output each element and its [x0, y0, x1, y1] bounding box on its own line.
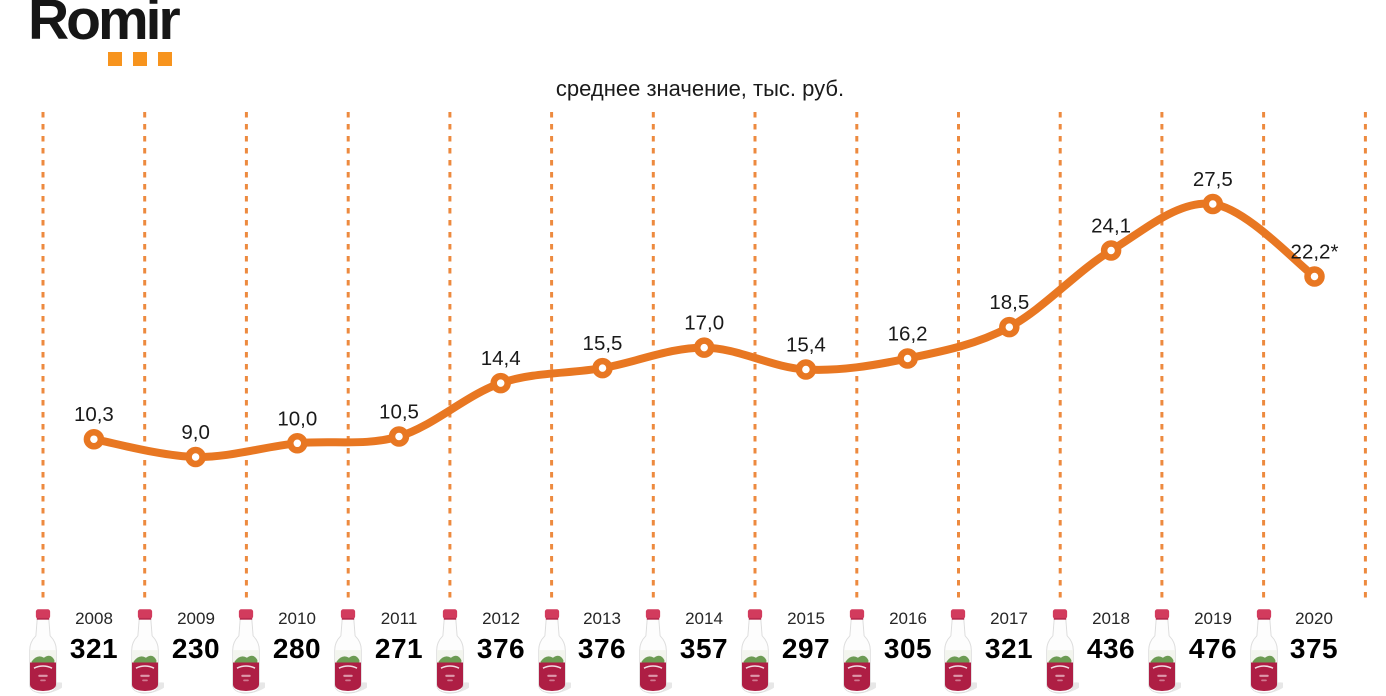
logo-dot	[133, 52, 147, 66]
data-point-marker	[693, 337, 715, 358]
bottom-value: 271	[374, 633, 424, 664]
milk-bottle-icon	[843, 609, 876, 694]
milk-bottle-icon	[1046, 609, 1079, 694]
bottom-value: 376	[476, 633, 526, 664]
data-point-label: 10,3	[74, 403, 114, 426]
data-point-label: 15,5	[583, 332, 623, 355]
data-point-marker	[1100, 240, 1122, 261]
milk-bottle-icon	[1250, 609, 1283, 694]
year-label: 2019	[1194, 609, 1232, 628]
logo-dot	[158, 52, 172, 66]
data-point-label: 14,4	[481, 347, 521, 370]
data-point-label: 22,2*	[1291, 241, 1339, 264]
data-point-marker	[592, 357, 613, 379]
data-point-label: 16,2	[888, 323, 928, 346]
milk-bottle-icon	[131, 609, 164, 694]
data-point-marker	[999, 316, 1020, 338]
year-label: 2020	[1295, 609, 1333, 628]
bottom-value: 297	[781, 633, 831, 664]
data-point-marker	[1202, 193, 1224, 215]
year-label: 2017	[990, 609, 1028, 628]
bottom-value: 321	[984, 633, 1034, 664]
year-label: 2014	[685, 609, 723, 628]
milk-bottle-icon	[639, 609, 672, 694]
data-point-label: 18,5	[989, 291, 1029, 314]
bottom-value: 321	[69, 633, 119, 664]
milk-bottle-icon	[232, 609, 265, 694]
data-point-marker	[287, 433, 308, 454]
data-point-label: 27,5	[1193, 168, 1233, 191]
year-label: 2010	[278, 609, 316, 628]
data-point-label: 10,0	[277, 407, 317, 430]
milk-bottle-icon	[1148, 609, 1181, 694]
bottom-value: 230	[171, 633, 221, 664]
year-label: 2008	[75, 609, 113, 628]
year-label: 2013	[583, 609, 621, 628]
logo-dots	[108, 52, 172, 66]
bottom-value: 375	[1289, 633, 1339, 664]
data-point-label: 15,4	[786, 334, 826, 357]
logo-dot	[108, 52, 122, 66]
bottom-value: 305	[883, 633, 933, 664]
year-label: 2016	[889, 609, 927, 628]
bottom-value: 376	[577, 633, 627, 664]
year-label: 2015	[787, 609, 825, 628]
year-label: 2012	[482, 609, 520, 628]
data-point-marker	[897, 348, 918, 369]
data-point-marker	[795, 359, 817, 380]
data-point-marker	[185, 446, 206, 468]
data-point-marker	[83, 428, 105, 450]
data-point-marker	[1304, 266, 1325, 287]
milk-bottle-icon	[334, 609, 367, 694]
bottom-value: 476	[1188, 633, 1238, 664]
milk-bottle-icon	[436, 609, 469, 694]
bottom-value: 357	[679, 633, 729, 664]
data-point-label: 17,0	[684, 312, 724, 335]
data-point-marker	[490, 372, 511, 394]
year-label: 2011	[380, 609, 418, 628]
logo-wordmark: Romir	[28, 0, 181, 52]
bottom-value: 280	[272, 633, 322, 664]
chart-title: среднее значение, тыс. руб.	[555, 76, 845, 101]
milk-bottle-icon	[741, 609, 774, 694]
milk-bottle-icon	[944, 609, 977, 694]
data-point-label: 24,1	[1091, 215, 1131, 238]
bottom-value: 436	[1086, 633, 1136, 664]
year-label: 2018	[1092, 609, 1130, 628]
data-point-label: 9,0	[181, 421, 210, 444]
milk-bottle-icon	[538, 609, 571, 694]
romir-logo: Romir	[0, 0, 260, 70]
data-point-marker	[388, 426, 410, 447]
year-label: 2009	[177, 609, 215, 628]
milk-bottle-icon	[29, 609, 62, 694]
data-point-label: 10,5	[379, 401, 419, 424]
